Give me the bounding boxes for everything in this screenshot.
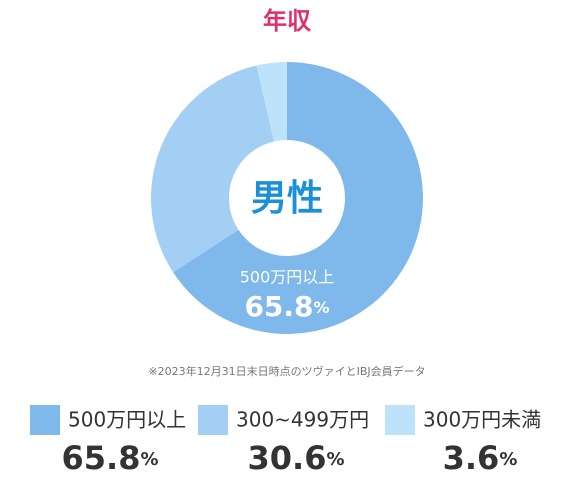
chart-title: 年収 — [263, 7, 312, 35]
legend-swatch — [385, 405, 415, 435]
legend-value: 30.6% — [248, 439, 345, 477]
center-label: 男性 — [251, 178, 323, 219]
legend-value: 65.8% — [62, 439, 159, 477]
donut-slice — [173, 62, 423, 334]
slice-category-label: 500万円以上 — [240, 268, 335, 287]
legend-label: 300~499万円 — [236, 408, 369, 432]
legend-label: 300万円未満 — [423, 408, 541, 432]
legend-value: 3.6% — [443, 439, 518, 477]
donut-slice — [256, 62, 287, 142]
legend-label: 500万円以上 — [68, 408, 186, 432]
slice-value-label: 65.8% — [244, 290, 329, 323]
donut-slice — [150, 65, 274, 273]
legend-swatch — [30, 405, 60, 435]
legend-swatch — [198, 405, 228, 435]
note: ※2023年12月31日末日時点のツヴァイとIBJ会員データ — [148, 364, 425, 378]
